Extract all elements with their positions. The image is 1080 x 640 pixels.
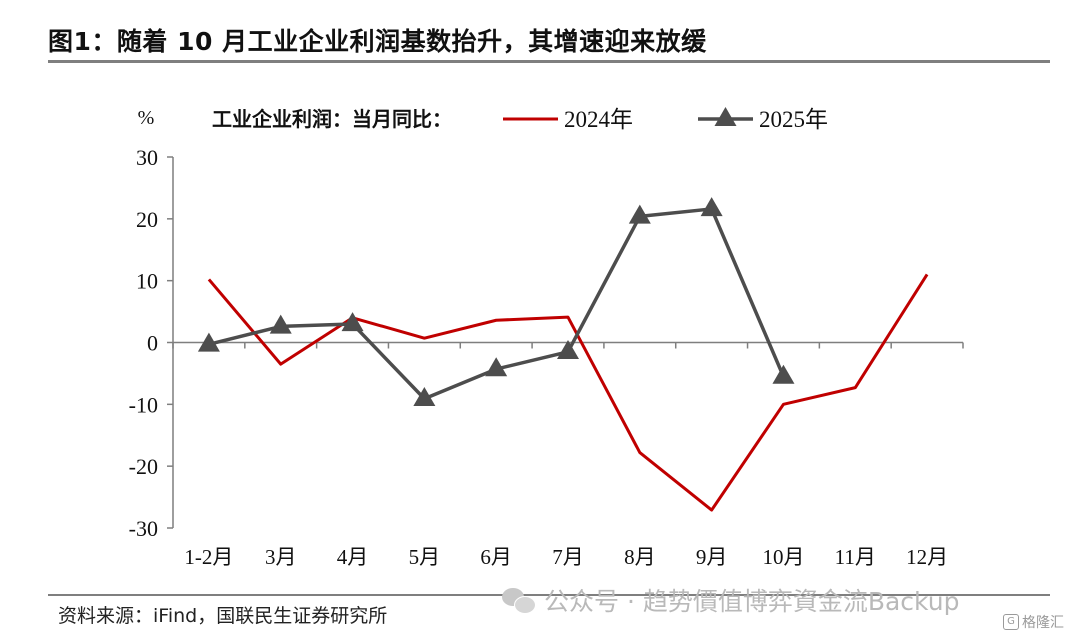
data-point-2025 [197, 332, 220, 352]
title-divider [48, 60, 1050, 63]
chart-legend: 工业企业利润：当月同比： 2024年 2025年 [212, 107, 828, 132]
y-tick-label: 20 [136, 207, 158, 232]
legend-label-2025: 2025年 [759, 107, 828, 132]
x-tick-label: 3月 [265, 545, 297, 569]
x-tick-label: 1-2月 [184, 545, 233, 569]
source-note: 资料来源：iFind，国联民生证券研究所 [58, 605, 388, 627]
corner-logo-text: 格隆汇 [1022, 615, 1064, 631]
legend-marker-2025 [714, 107, 737, 126]
data-point-2025 [700, 197, 723, 217]
y-tick-label: -10 [129, 392, 158, 417]
chart-axes: 30 20 10 0 -10 -20 -30% 1-2月 3月 4月 5月 6月 7月 8月 9月 10月 11… [129, 107, 964, 569]
data-point-2025 [269, 314, 292, 334]
chart-series [197, 197, 929, 512]
data-point-2025 [628, 204, 651, 224]
y-tick-label: 10 [136, 269, 158, 294]
y-tick-label: -30 [129, 516, 158, 541]
x-tick-label: 5月 [409, 545, 441, 569]
y-tick-label: 30 [136, 145, 158, 170]
x-tick-label: 10月 [762, 545, 804, 569]
x-tick-label: 12月 [906, 545, 948, 569]
x-tick-label: 4月 [337, 545, 369, 569]
data-point-2025 [772, 364, 795, 384]
y-tick-label: 0 [147, 331, 158, 356]
y-axis-unit-label: % [138, 107, 155, 129]
gelonghui-logo-icon: G [1003, 614, 1019, 630]
data-point-2025 [341, 312, 364, 332]
x-tick-label: 6月 [480, 545, 512, 569]
corner-logo: G 格隆汇 [1003, 612, 1064, 632]
x-tick-label: 9月 [696, 545, 728, 569]
x-tick-label: 11月 [835, 545, 876, 569]
footer-divider [48, 594, 1050, 596]
series-line-2024 [207, 273, 929, 512]
data-point-2025 [485, 357, 508, 377]
watermark: 公众号 · 趋势價值博弈資金流Backup [502, 582, 959, 618]
figure-title: 图1：随着 10 月工业企业利润基数抬升，其增速迎来放缓 [48, 27, 707, 56]
watermark-text: 公众号 · 趋势價值博弈資金流Backup [544, 587, 960, 616]
wechat-icon [502, 586, 536, 614]
legend-title: 工业企业利润：当月同比： [212, 107, 452, 131]
legend-label-2024: 2024年 [564, 107, 633, 132]
x-tick-label: 8月 [624, 545, 656, 569]
data-point-2025 [413, 386, 436, 406]
data-point-2025 [557, 339, 579, 359]
y-tick-label: -20 [129, 454, 158, 479]
x-tick-label: 7月 [552, 545, 584, 569]
